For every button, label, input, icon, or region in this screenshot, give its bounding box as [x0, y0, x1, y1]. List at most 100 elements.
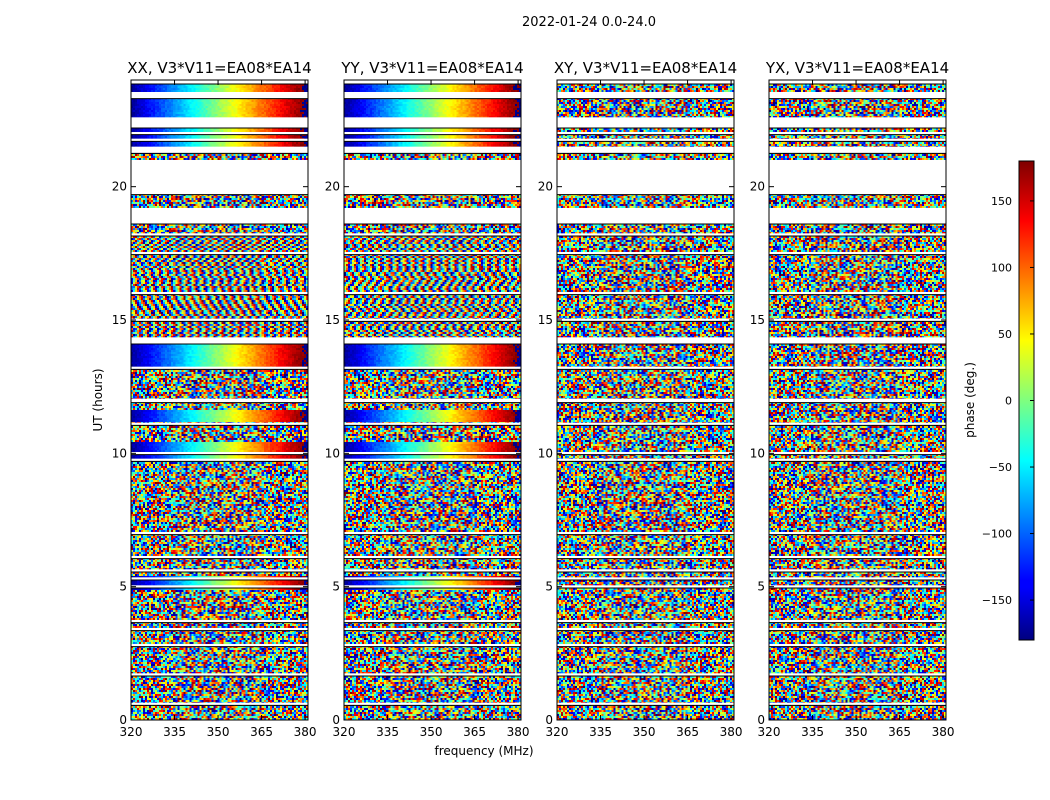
x-tick-label: 320: [758, 725, 781, 739]
flagged-band: [344, 569, 521, 572]
y-tick-label: 20: [112, 180, 127, 194]
panel-title: YY, V3*V11=EA08*EA14: [340, 59, 523, 77]
flagged-band: [557, 556, 734, 559]
flagged-band: [344, 318, 521, 322]
x-tick-label: 365: [463, 725, 486, 739]
flagged-band: [344, 422, 521, 426]
panel-yx: YX, V3*V11=EA08*EA14 320 335 350 365 380 0 5 10 1…: [750, 59, 955, 739]
y-tick-label: 5: [757, 580, 765, 594]
flagged-band: [769, 337, 946, 344]
flagged-band: [344, 585, 521, 588]
flagged-band: [344, 458, 521, 462]
flagged-band: [557, 208, 734, 224]
flagged-band: [131, 146, 308, 154]
flagged-band: [557, 366, 734, 370]
flagged-band: [131, 673, 308, 676]
flagged-band: [769, 569, 946, 572]
flagged-band: [344, 452, 521, 455]
flagged-band: [557, 577, 734, 580]
flagged-band: [769, 138, 946, 142]
flagged-band: [344, 337, 521, 344]
flagged-band: [131, 132, 308, 135]
y-tick-label: 15: [538, 313, 553, 327]
flagged-band: [131, 318, 308, 322]
flagged-band: [131, 233, 308, 236]
y-tick-label: 5: [545, 580, 553, 594]
y-tick-label: 10: [538, 446, 553, 460]
flagged-band: [131, 398, 308, 403]
flagged-band: [344, 160, 521, 195]
panel-frame: [130, 79, 309, 721]
flagged-band: [131, 337, 308, 344]
colorbar-label: phase (deg.): [963, 362, 977, 438]
flagged-band: [557, 422, 734, 426]
flagged-band: [344, 92, 521, 99]
flagged-band: [769, 146, 946, 154]
flagged-band: [557, 702, 734, 706]
flagged-band: [344, 233, 521, 236]
flagged-band: [344, 644, 521, 647]
flagged-band: [344, 132, 521, 135]
y-tick-label: 20: [538, 180, 553, 194]
colorbar-tick-label: 150: [991, 195, 1012, 208]
flagged-band: [557, 585, 734, 588]
flagged-band: [344, 80, 521, 84]
flagged-band: [557, 398, 734, 403]
y-tick-label: 5: [332, 580, 340, 594]
flagged-band: [131, 160, 308, 195]
flagged-band: [344, 620, 521, 623]
flagged-band: [769, 422, 946, 426]
flagged-band: [131, 644, 308, 647]
colorbar-tick-label: −100: [982, 528, 1012, 541]
flagged-band: [769, 628, 946, 631]
flagged-band: [769, 80, 946, 84]
flagged-band: [557, 458, 734, 462]
x-tick-label: 380: [294, 725, 317, 739]
x-tick-label: 335: [589, 725, 612, 739]
x-tick-label: 380: [932, 725, 955, 739]
y-tick-label: 15: [325, 313, 340, 327]
x-tick-label: 365: [250, 725, 273, 739]
flagged-band: [131, 577, 308, 580]
panel-yy: YY, V3*V11=EA08*EA14 320 335 350 365 380 0 5 10 1…: [325, 59, 530, 739]
flagged-band: [557, 337, 734, 344]
flagged-band: [557, 673, 734, 676]
flagged-band: [769, 452, 946, 455]
flagged-band: [769, 702, 946, 706]
flagged-band: [131, 252, 308, 255]
flagged-band: [344, 628, 521, 631]
flagged-band: [131, 80, 308, 84]
flagged-band: [769, 92, 946, 99]
panel-title: XX, V3*V11=EA08*EA14: [127, 59, 311, 77]
flagged-band: [557, 92, 734, 99]
flagged-band: [769, 398, 946, 403]
x-tick-label: 335: [163, 725, 186, 739]
flagged-band: [344, 556, 521, 559]
flagged-band: [131, 366, 308, 370]
colorbar: 150 100 50 0 −50 −100 −150 phase (deg.): [963, 160, 1035, 641]
flagged-band: [344, 398, 521, 403]
flagged-band: [131, 452, 308, 455]
y-tick-label: 0: [332, 713, 340, 727]
flagged-band: [557, 318, 734, 322]
flagged-band: [769, 160, 946, 195]
colorbar-tick-label: −150: [982, 594, 1012, 607]
y-tick-label: 0: [119, 713, 127, 727]
flagged-band: [769, 252, 946, 255]
panel-frame: [768, 79, 947, 721]
flagged-band: [769, 556, 946, 559]
flagged-band: [769, 366, 946, 370]
colorbar-tick-label: −50: [989, 461, 1012, 474]
y-tick-label: 10: [750, 446, 765, 460]
flagged-band: [557, 117, 734, 128]
flagged-band: [557, 252, 734, 255]
flagged-band: [344, 532, 521, 535]
flagged-band: [769, 132, 946, 135]
y-tick-label: 20: [325, 180, 340, 194]
x-tick-label: 350: [845, 725, 868, 739]
flagged-band: [769, 532, 946, 535]
panel-xx: XX, V3*V11=EA08*EA14 320 335 350 365 380 0 5 10 1…: [112, 59, 317, 739]
flagged-band: [131, 92, 308, 99]
x-tick-label: 320: [546, 725, 569, 739]
flagged-band: [344, 366, 521, 370]
